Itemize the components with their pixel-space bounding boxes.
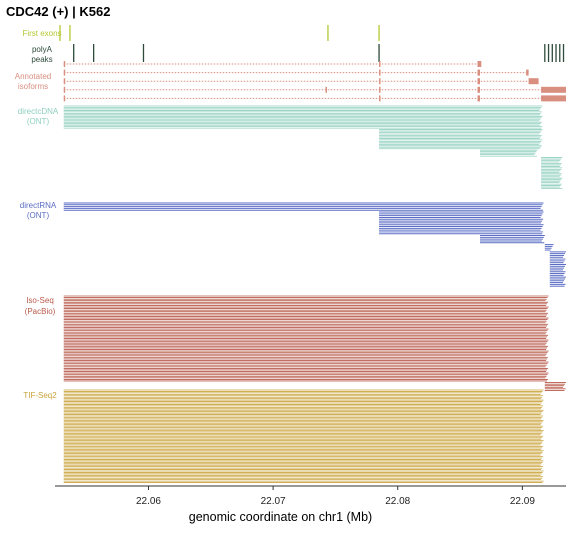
isoform-0-exon-2 <box>477 61 482 67</box>
isoform-4-exon-0 <box>63 95 66 102</box>
isoform-2-exon-1 <box>379 78 381 85</box>
isoform-2-exon-3 <box>528 78 539 85</box>
track-label-directcdna-0: directcDNA <box>18 107 59 116</box>
track-tifseq <box>63 389 544 483</box>
track-label-isoseq-0: Iso-Seq <box>26 296 54 305</box>
track-label-isoseq-1: (PacBio) <box>25 307 56 316</box>
x-axis: 22.06 22.07 22.08 22.09 genomic coordinate o… <box>55 485 566 524</box>
isoform-1-exon-3 <box>526 69 529 76</box>
chart-title: CDC42 (+) | K562 <box>6 4 111 19</box>
track-isoseq <box>63 295 566 391</box>
isoform-0-exon-0 <box>63 61 66 67</box>
track-directrna <box>63 202 566 287</box>
track-annotated <box>63 61 566 102</box>
x-tick-label-2: 22.08 <box>385 496 410 507</box>
x-tick-label-3: 22.09 <box>510 496 535 507</box>
track-label-directrna-1: (ONT) <box>27 211 50 220</box>
isoform-2-exon-2 <box>477 78 481 85</box>
isoform-4-exon-1 <box>379 95 381 102</box>
x-tick-label-0: 22.06 <box>136 496 161 507</box>
isoform-3-exon-2 <box>379 86 381 93</box>
track-polya <box>73 44 565 62</box>
track-label-annotated-1: isoforms <box>18 82 48 91</box>
track-marks <box>59 25 566 483</box>
track-label-directcdna-1: (ONT) <box>27 117 50 126</box>
isoform-1-exon-2 <box>477 69 481 76</box>
isoform-0-exon-1 <box>379 61 381 67</box>
isoform-3-exon-3 <box>477 86 481 93</box>
x-axis-title: genomic coordinate on chr1 (Mb) <box>189 510 372 524</box>
track-label-directrna-0: directRNA <box>20 201 57 210</box>
isoform-3-exon-0 <box>63 86 66 93</box>
track-label-polya-0: polyA <box>32 45 53 54</box>
isoform-1-exon-0 <box>63 69 66 76</box>
isoform-3-exon-4 <box>541 86 566 93</box>
x-tick-label-1: 22.07 <box>261 496 286 507</box>
isoform-2-exon-0 <box>63 78 66 85</box>
track-directcdna <box>63 105 563 189</box>
track-first_exons <box>59 25 380 41</box>
track-label-polya-1: peaks <box>31 55 52 64</box>
track-label-first_exons-0: First exons <box>22 29 61 38</box>
isoform-4-exon-2 <box>477 95 481 102</box>
track-label-tifseq-0: TIF-Seq2 <box>23 391 57 400</box>
track-label-annotated-0: Annotated <box>15 72 51 81</box>
isoform-3-exon-1 <box>325 86 327 93</box>
isoform-4-exon-3 <box>541 95 566 102</box>
isoform-1-exon-1 <box>379 69 381 76</box>
